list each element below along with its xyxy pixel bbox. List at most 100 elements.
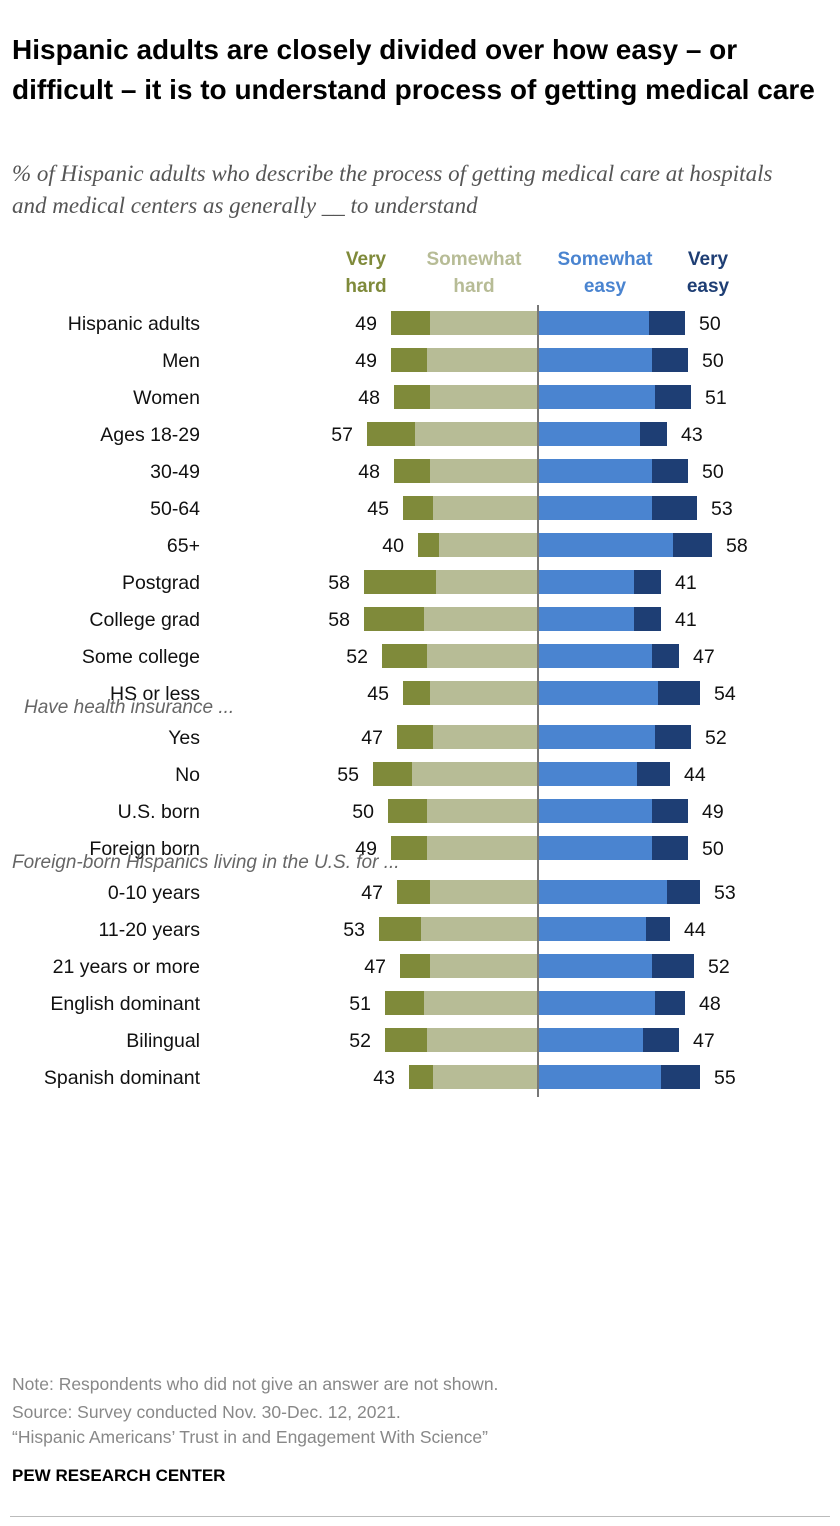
hard-total-label: 49 (355, 838, 377, 860)
bar-somewhat-easy (538, 917, 646, 941)
bar-very-easy (637, 762, 670, 786)
bar-very-hard (391, 311, 430, 335)
hard-total-label: 58 (328, 609, 350, 631)
bar-very-hard (409, 1065, 433, 1089)
bar-very-easy (649, 311, 685, 335)
bar-very-easy (634, 570, 661, 594)
easy-total-label: 44 (684, 764, 706, 786)
row-label: 30-49 (150, 461, 200, 483)
bar-somewhat-easy (538, 533, 673, 557)
hard-total-label: 48 (358, 461, 380, 483)
bar-very-hard (403, 681, 430, 705)
hard-total-label: 51 (349, 993, 371, 1015)
bar-very-hard (397, 725, 433, 749)
row-label: Bilingual (126, 1030, 200, 1052)
bar-somewhat-hard (424, 991, 538, 1015)
row-label: Foreign born (89, 838, 200, 860)
row-label: No (175, 764, 200, 786)
easy-total-label: 41 (675, 572, 697, 594)
bar-somewhat-hard (427, 1028, 538, 1052)
bar-somewhat-hard (430, 311, 538, 335)
row-label: Yes (168, 727, 200, 749)
bar-somewhat-easy (538, 570, 634, 594)
row-label: 11-20 years (98, 919, 200, 941)
row-label: Ages 18-29 (100, 424, 200, 446)
bar-very-easy (646, 917, 670, 941)
pew-logo: PEW RESEARCH CENTER (12, 1466, 226, 1485)
row-label: 65+ (167, 535, 200, 557)
bar-very-hard (379, 917, 421, 941)
bar-very-hard (391, 836, 427, 860)
easy-total-label: 58 (726, 535, 748, 557)
bar-very-easy (652, 496, 697, 520)
row-label: Spanish dominant (44, 1067, 201, 1089)
group-header: Have health insurance ... (24, 697, 234, 718)
bar-somewhat-easy (538, 880, 667, 904)
bar-very-hard (403, 496, 433, 520)
bar-somewhat-hard (433, 725, 538, 749)
hard-total-label: 49 (355, 350, 377, 372)
hard-total-label: 47 (361, 727, 383, 749)
hard-total-label: 57 (331, 424, 353, 446)
bar-very-hard (364, 570, 436, 594)
bar-very-easy (667, 880, 700, 904)
bar-somewhat-hard (427, 644, 538, 668)
bar-somewhat-easy (538, 422, 640, 446)
hard-total-label: 45 (367, 683, 389, 705)
hard-total-label: 47 (361, 882, 383, 904)
hard-total-label: 50 (352, 801, 374, 823)
bar-very-hard (394, 459, 430, 483)
bar-somewhat-easy (538, 311, 649, 335)
bar-somewhat-easy (538, 496, 652, 520)
easy-total-label: 47 (693, 646, 715, 668)
row-label: Hispanic adults (68, 313, 200, 335)
easy-total-label: 55 (714, 1067, 736, 1089)
easy-total-label: 50 (702, 838, 724, 860)
bar-very-easy (655, 385, 691, 409)
bar-very-easy (655, 991, 685, 1015)
bar-somewhat-hard (433, 1065, 538, 1089)
row-label: U.S. born (118, 801, 200, 823)
row-label: Postgrad (122, 572, 200, 594)
easy-total-label: 43 (681, 424, 703, 446)
bar-somewhat-easy (538, 799, 652, 823)
row-label: Some college (82, 646, 200, 668)
bar-very-hard (394, 385, 430, 409)
chart-title: Hispanic adults are closely divided over… (12, 34, 815, 105)
hard-total-label: 52 (346, 646, 368, 668)
easy-total-label: 52 (708, 956, 730, 978)
hard-total-label: 58 (328, 572, 350, 594)
bar-very-hard (385, 991, 424, 1015)
legend-very-easy-line-2: easy (687, 276, 730, 297)
bar-very-hard (373, 762, 412, 786)
bar-somewhat-easy (538, 762, 637, 786)
bar-somewhat-easy (538, 991, 655, 1015)
legend-very-hard-line-2: hard (345, 276, 386, 297)
easy-total-label: 53 (711, 498, 733, 520)
bar-very-hard (397, 880, 430, 904)
diverging-bar-chart: Very hard Somewhat hard Somewhat easy Very easy… (12, 249, 748, 1097)
bar-very-hard (400, 954, 430, 978)
bar-somewhat-easy (538, 607, 634, 631)
easy-total-label: 51 (705, 387, 727, 409)
row-label: Women (133, 387, 200, 409)
footer-note: Note: Respondents who did not give an an… (12, 1374, 499, 1394)
bar-somewhat-hard (427, 348, 538, 372)
bar-somewhat-hard (433, 496, 538, 520)
row-label: 50-64 (150, 498, 200, 520)
bar-very-hard (388, 799, 427, 823)
bar-very-easy (640, 422, 667, 446)
easy-total-label: 50 (702, 461, 724, 483)
easy-total-label: 50 (699, 313, 721, 335)
hard-total-label: 53 (343, 919, 365, 941)
bar-somewhat-easy (538, 1028, 643, 1052)
bar-somewhat-hard (424, 607, 538, 631)
row-label: 0-10 years (108, 882, 200, 904)
bar-very-hard (367, 422, 415, 446)
bar-very-easy (673, 533, 712, 557)
bar-very-hard (364, 607, 424, 631)
footer-source: Source: Survey conducted Nov. 30-Dec. 12… (12, 1402, 401, 1422)
bar-very-easy (643, 1028, 679, 1052)
bar-somewhat-easy (538, 836, 652, 860)
bar-somewhat-hard (430, 880, 538, 904)
